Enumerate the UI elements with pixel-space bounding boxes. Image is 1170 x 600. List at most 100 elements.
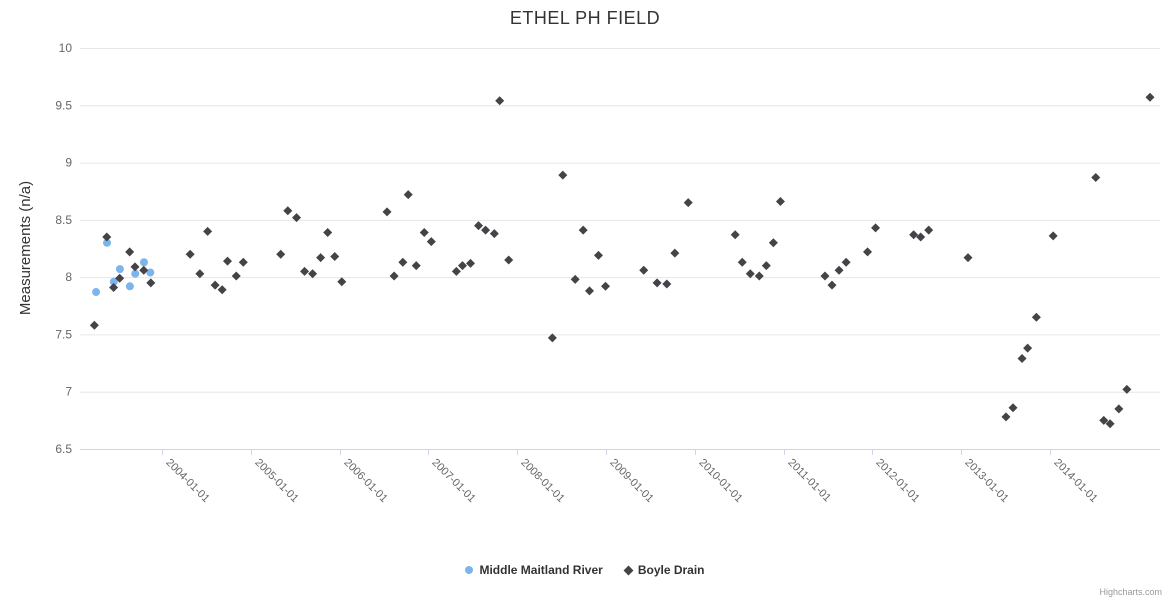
data-point[interactable] [238, 257, 248, 267]
data-point[interactable] [924, 225, 934, 235]
highcharts-credit[interactable]: Highcharts.com [1099, 587, 1162, 597]
data-point[interactable] [504, 255, 514, 265]
data-point[interactable] [827, 280, 837, 290]
data-point[interactable] [963, 253, 973, 263]
data-point[interactable] [125, 282, 134, 291]
data-point[interactable] [820, 271, 830, 281]
data-point[interactable] [737, 257, 747, 267]
data-point[interactable] [570, 274, 580, 284]
data-point[interactable] [558, 170, 568, 180]
data-point[interactable] [585, 286, 595, 296]
data-point[interactable] [1122, 384, 1132, 394]
data-point[interactable] [451, 266, 461, 276]
data-point[interactable] [601, 281, 611, 291]
data-point[interactable] [231, 271, 241, 281]
data-point[interactable] [323, 227, 333, 237]
x-tick-label: 2006-01-01 [341, 457, 389, 505]
data-point[interactable] [203, 226, 213, 236]
data-point[interactable] [389, 271, 399, 281]
data-point[interactable] [652, 278, 662, 288]
data-point[interactable] [185, 249, 195, 259]
data-point[interactable] [1114, 404, 1124, 414]
data-point[interactable] [403, 190, 413, 200]
data-point[interactable] [223, 256, 233, 266]
data-point[interactable] [1048, 231, 1058, 241]
data-point[interactable] [426, 237, 436, 247]
data-point[interactable] [465, 258, 475, 268]
data-point[interactable] [115, 265, 124, 274]
data-point[interactable] [276, 249, 286, 259]
data-point[interactable] [125, 247, 135, 257]
data-point[interactable] [1105, 419, 1115, 429]
data-point[interactable] [1023, 343, 1033, 353]
data-point[interactable] [871, 223, 881, 233]
data-point[interactable] [593, 250, 603, 260]
data-point[interactable] [115, 273, 125, 283]
data-point[interactable] [1031, 312, 1041, 322]
data-point[interactable] [217, 285, 227, 295]
data-point[interactable] [1099, 415, 1109, 425]
legend-label: Middle Maitland River [479, 563, 603, 577]
data-point[interactable] [300, 266, 310, 276]
data-point[interactable] [109, 277, 118, 286]
data-point[interactable] [745, 269, 755, 279]
data-point[interactable] [398, 257, 408, 267]
data-point[interactable] [754, 271, 764, 281]
data-point[interactable] [109, 282, 119, 292]
data-point[interactable] [102, 232, 112, 242]
data-point[interactable] [292, 213, 302, 223]
data-point[interactable] [1001, 412, 1011, 422]
x-tick-label: 2008-01-01 [518, 457, 566, 505]
data-point[interactable] [411, 261, 421, 271]
data-point[interactable] [547, 333, 557, 343]
legend-label: Boyle Drain [637, 563, 705, 577]
data-point[interactable] [1017, 353, 1027, 363]
data-point[interactable] [330, 252, 340, 262]
data-point[interactable] [761, 261, 771, 271]
data-point[interactable] [683, 198, 693, 208]
data-point[interactable] [308, 269, 318, 279]
data-point[interactable] [768, 238, 778, 248]
data-point[interactable] [92, 288, 101, 297]
data-point[interactable] [670, 248, 680, 258]
data-point[interactable] [916, 232, 926, 242]
data-point[interactable] [419, 227, 429, 237]
data-point[interactable] [909, 230, 919, 240]
legend-item-middle-maitland-river[interactable]: Middle Maitland River [465, 563, 603, 577]
data-point[interactable] [146, 278, 156, 288]
data-point[interactable] [382, 207, 392, 217]
data-point[interactable] [195, 269, 205, 279]
data-point[interactable] [730, 230, 740, 240]
data-point[interactable] [1091, 172, 1101, 182]
data-point[interactable] [146, 268, 155, 277]
data-point[interactable] [1008, 403, 1018, 413]
legend-item-boyle-drain[interactable]: Boyle Drain [623, 563, 705, 577]
data-point[interactable] [283, 206, 293, 216]
data-point[interactable] [103, 238, 112, 247]
data-point[interactable] [481, 225, 491, 235]
data-point[interactable] [89, 320, 99, 330]
data-point[interactable] [775, 197, 785, 207]
series-middle-maitland-river [92, 238, 155, 297]
data-point[interactable] [495, 96, 505, 106]
data-point[interactable] [489, 229, 499, 239]
data-point[interactable] [578, 225, 588, 235]
data-point[interactable] [130, 262, 140, 272]
data-point[interactable] [841, 257, 851, 267]
data-point[interactable] [474, 221, 484, 231]
data-point[interactable] [834, 265, 844, 275]
data-point[interactable] [863, 247, 873, 257]
data-point[interactable] [139, 265, 149, 275]
x-tick-label: 2004-01-01 [163, 457, 211, 505]
data-point[interactable] [316, 253, 326, 263]
data-point[interactable] [662, 279, 672, 289]
data-point[interactable] [131, 269, 140, 278]
y-tick-label: 6.5 [55, 442, 72, 456]
data-point[interactable] [457, 261, 467, 271]
data-point[interactable] [210, 280, 220, 290]
data-point[interactable] [139, 258, 148, 267]
data-point[interactable] [337, 277, 347, 287]
data-point[interactable] [1145, 92, 1155, 102]
data-point[interactable] [639, 265, 649, 275]
chart-title: ETHEL PH FIELD [509, 8, 661, 28]
